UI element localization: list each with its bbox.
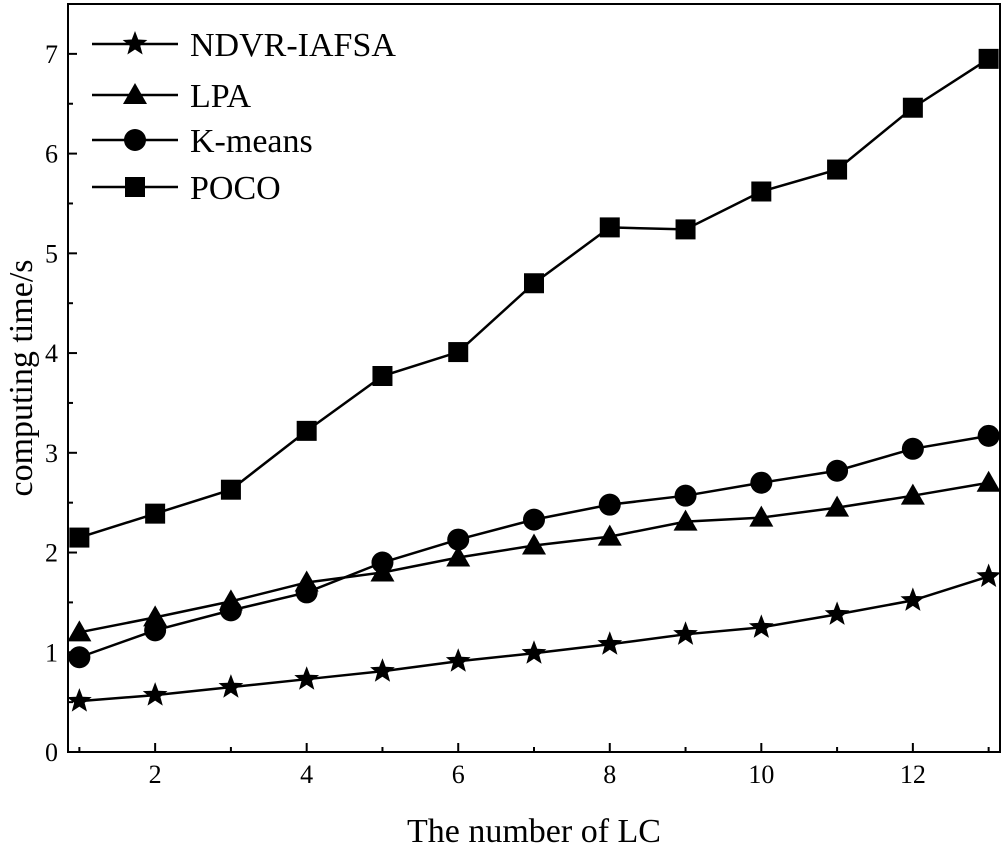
y-tick-label: 3: [45, 439, 58, 468]
data-point: [902, 97, 923, 118]
data-point: [825, 495, 850, 517]
x-axis-ticks: 2 4 6 8 10 12: [78, 743, 990, 789]
legend-label: LPA: [190, 78, 252, 115]
data-point: [219, 599, 242, 622]
series-ndvr-iafsa: [67, 563, 1001, 712]
data-point: [447, 528, 470, 551]
x-tick-label: 10: [748, 760, 774, 789]
x-tick-label: 12: [900, 760, 926, 789]
data-point: [673, 621, 698, 645]
data-point: [67, 688, 92, 712]
data-point: [824, 601, 850, 625]
y-tick-label: 6: [45, 140, 58, 169]
series-k-means: [68, 424, 1000, 669]
data-point: [142, 682, 168, 706]
x-axis-title: The number of LC: [407, 813, 661, 849]
data-point: [598, 493, 621, 516]
y-tick-label: 2: [45, 539, 58, 568]
series-line: [79, 575, 990, 703]
legend-marker: [124, 129, 146, 151]
data-point: [977, 424, 1000, 447]
series-poco: [69, 48, 999, 548]
data-point: [448, 342, 469, 363]
data-point: [826, 459, 849, 482]
data-point: [521, 640, 547, 664]
data-point: [599, 217, 620, 238]
data-point: [673, 509, 698, 531]
data-point: [597, 631, 623, 655]
data-point: [976, 470, 1001, 492]
data-point: [976, 563, 1001, 587]
legend-item: LPA: [92, 78, 252, 115]
data-point: [827, 159, 848, 180]
legend: NDVR-IAFSA LPA K-means POCO: [92, 27, 396, 207]
data-point: [900, 587, 926, 611]
data-point: [523, 508, 545, 531]
data-point: [750, 471, 773, 494]
y-tick-label: 1: [45, 638, 58, 667]
legend-item: POCO: [92, 170, 281, 207]
y-axis-title: computing time/s: [3, 259, 40, 496]
y-tick-label: 0: [45, 738, 58, 767]
data-point: [67, 620, 92, 642]
legend-marker: [125, 177, 145, 197]
data-point: [296, 420, 317, 441]
data-point: [675, 219, 696, 240]
plot-frame: [67, 3, 1001, 753]
data-point: [69, 527, 90, 548]
x-tick-label: 8: [603, 760, 616, 789]
series-layer: [67, 48, 1001, 712]
data-point: [597, 524, 622, 546]
x-tick-label: 2: [149, 760, 162, 789]
data-point: [978, 48, 999, 69]
legend-marker: [122, 31, 148, 55]
data-point: [218, 674, 244, 698]
data-point: [446, 545, 471, 567]
data-point: [370, 658, 395, 682]
data-point: [294, 666, 320, 690]
series-line: [79, 481, 989, 634]
data-point: [751, 181, 772, 202]
y-tick-label: 5: [45, 239, 58, 268]
data-point: [524, 273, 544, 294]
legend-item: K-means: [92, 123, 313, 160]
data-point: [68, 646, 91, 669]
y-axis-ticks: 0 1 2 3 4 5 6 7: [45, 40, 77, 767]
legend-item: NDVR-IAFSA: [92, 27, 396, 64]
data-point: [445, 648, 471, 672]
y-tick-label: 7: [45, 40, 58, 69]
data-point: [900, 483, 925, 505]
data-point: [144, 619, 167, 642]
y-tick-label: 4: [45, 339, 58, 368]
x-tick-label: 6: [452, 760, 465, 789]
data-point: [749, 505, 774, 527]
data-point: [372, 366, 393, 387]
data-point: [522, 533, 546, 555]
data-point: [145, 503, 166, 524]
data-point: [748, 614, 774, 638]
data-point: [901, 437, 924, 460]
legend-marker: [123, 83, 147, 104]
data-point: [295, 581, 318, 604]
legend-label: K-means: [190, 123, 313, 160]
legend-label: POCO: [190, 170, 281, 207]
data-point: [220, 479, 241, 500]
legend-label: NDVR-IAFSA: [190, 27, 396, 64]
data-point: [674, 484, 697, 507]
x-tick-label: 4: [300, 760, 313, 789]
data-point: [371, 551, 394, 574]
